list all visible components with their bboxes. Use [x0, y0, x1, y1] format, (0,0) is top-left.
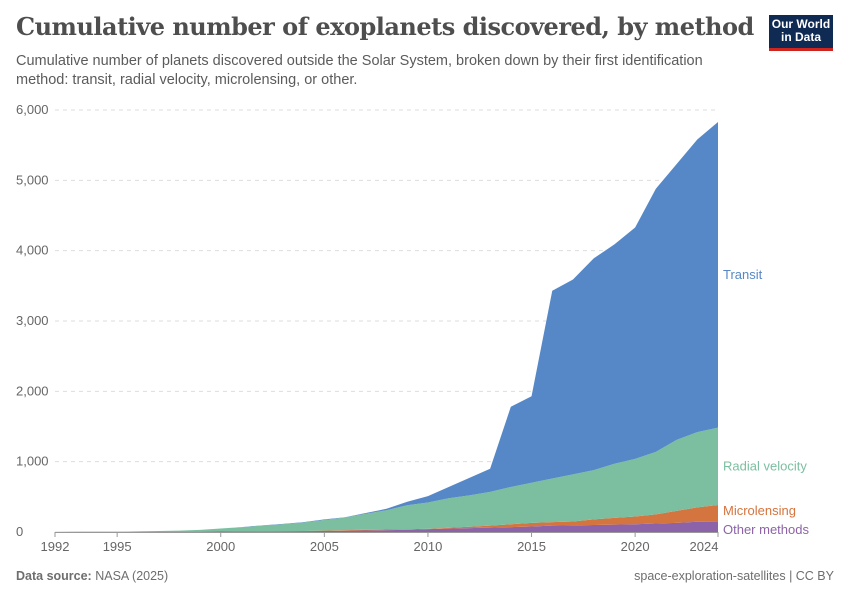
- y-tick-label: 0: [16, 524, 23, 539]
- series-label: Microlensing: [723, 503, 796, 518]
- x-tick-label: 2024: [690, 539, 719, 554]
- x-tick-label: 2010: [413, 539, 442, 554]
- y-tick-label: 2,000: [16, 383, 49, 398]
- footer-right[interactable]: space-exploration-satellites | CC BY: [634, 569, 834, 583]
- y-tick-label: 5,000: [16, 172, 49, 187]
- x-tick-label: 2020: [621, 539, 650, 554]
- area-other-methods: [55, 521, 718, 532]
- data-source: Data source: NASA (2025): [16, 569, 168, 583]
- owid-logo[interactable]: Our World in Data: [769, 15, 833, 51]
- series-label: Transit: [723, 267, 763, 282]
- area-radial-velocity: [55, 427, 718, 532]
- chart-title: Cumulative number of exoplanets discover…: [16, 12, 754, 41]
- area-microlensing: [55, 504, 718, 532]
- chart-subtitle: Cumulative number of planets discovered …: [16, 53, 703, 88]
- y-tick-label: 3,000: [16, 313, 49, 328]
- x-tick-label: 1995: [103, 539, 132, 554]
- area-transit: [55, 121, 718, 532]
- y-tick-label: 4,000: [16, 243, 49, 258]
- y-tick-label: 1,000: [16, 454, 49, 469]
- x-tick-label: 2005: [310, 539, 339, 554]
- series-label: Radial velocity: [723, 458, 807, 473]
- x-tick-label: 1992: [41, 539, 70, 554]
- series-label: Other methods: [723, 522, 809, 537]
- x-tick-label: 2015: [517, 539, 546, 554]
- source-link[interactable]: NASA (2025): [95, 569, 169, 583]
- source-label: Data source:: [16, 569, 92, 583]
- x-tick-label: 2000: [206, 539, 235, 554]
- y-tick-label: 6,000: [16, 102, 49, 117]
- logo-line1: Our World: [771, 17, 831, 31]
- logo-line2: in Data: [780, 30, 821, 44]
